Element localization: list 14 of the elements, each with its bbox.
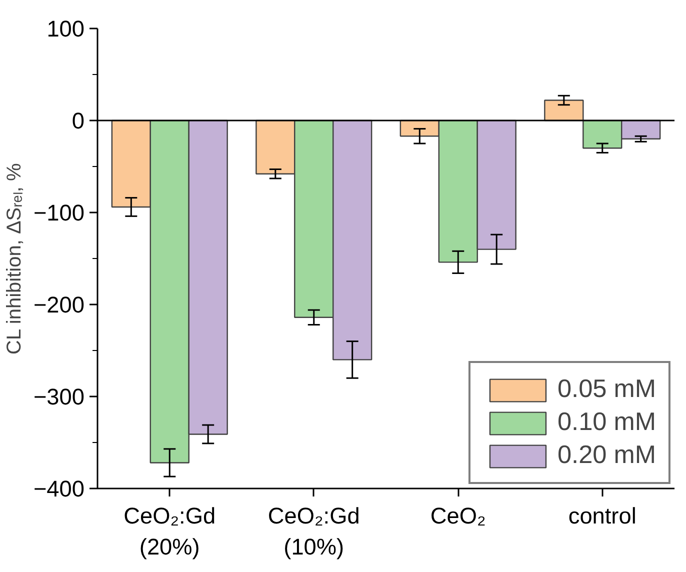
x-tick-label: CeO₂ bbox=[430, 502, 486, 528]
y-tick-label: −300 bbox=[33, 384, 85, 410]
y-tick-label: 100 bbox=[46, 16, 85, 42]
legend-label: 0.05 mM bbox=[557, 375, 656, 404]
x-tick-label: CeO₂:Gd (10%) bbox=[268, 502, 360, 560]
y-tick-label: −400 bbox=[33, 476, 85, 502]
x-tick-label: control bbox=[568, 502, 636, 528]
x-tick-label: CeO₂:Gd (20%) bbox=[124, 502, 216, 560]
legend-label: 0.10 mM bbox=[557, 408, 656, 437]
y-tick-label: −200 bbox=[33, 292, 85, 318]
legend-label: 0.20 mM bbox=[557, 441, 656, 470]
y-tick-label: 0 bbox=[72, 108, 85, 134]
y-axis-title: CL inhibition, ΔSᵣₑₗ, % bbox=[3, 163, 26, 354]
y-tick-label: −100 bbox=[33, 200, 85, 226]
